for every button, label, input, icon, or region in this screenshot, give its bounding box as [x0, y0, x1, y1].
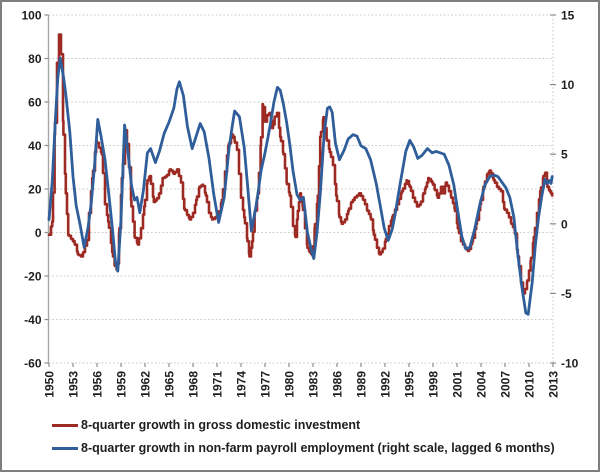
x-axis-label: 2001 — [451, 371, 465, 398]
x-axis-label: 1980 — [283, 371, 297, 398]
left-axis-label: 60 — [28, 96, 42, 110]
left-axis-label: -40 — [24, 313, 42, 327]
x-axis-label: 1959 — [115, 371, 129, 398]
legend-label-payroll: 8-quarter growth in non-farm payroll emp… — [81, 441, 555, 455]
legend-item-investment: 8-quarter growth in gross domestic inves… — [52, 417, 555, 433]
x-axis-label: 1989 — [355, 371, 369, 398]
x-axis-label: 2010 — [523, 371, 537, 398]
x-axis-label: 1992 — [379, 371, 393, 398]
left-axis-label: 0 — [35, 226, 42, 240]
x-axis-label: 1977 — [259, 371, 273, 398]
right-axis-label: 5 — [561, 148, 568, 162]
x-axis-label: 1956 — [91, 371, 105, 398]
series-payroll-line — [47, 56, 554, 316]
x-axis-label: 1971 — [211, 371, 225, 398]
right-axis-label: 0 — [561, 217, 568, 231]
left-axis-label: -20 — [24, 270, 42, 284]
right-axis-label: -10 — [561, 357, 579, 371]
series-investment-line — [47, 33, 554, 295]
x-axis-label: 1962 — [139, 371, 153, 398]
x-axis-label: 1974 — [235, 371, 249, 398]
legend-line-swatch-payroll — [52, 446, 78, 450]
x-axis-label: 1965 — [163, 371, 177, 398]
x-axis-label: 1986 — [331, 371, 345, 398]
legend: 8-quarter growth in gross domestic inves… — [52, 417, 555, 456]
left-axis-label: 20 — [28, 183, 42, 197]
x-axis-label: 1998 — [427, 371, 441, 398]
left-axis-label: 100 — [21, 9, 41, 23]
right-axis-label: -5 — [561, 287, 572, 301]
x-axis-label: 2007 — [499, 371, 513, 398]
right-axis-label: 15 — [561, 9, 575, 23]
x-axis-label: 2004 — [475, 371, 489, 398]
x-axis-label: 1968 — [187, 371, 201, 398]
x-axis-label: 1995 — [403, 371, 417, 398]
left-axis-label: -60 — [24, 357, 42, 371]
x-axis-label: 1983 — [307, 371, 321, 398]
x-axis-label: 2013 — [547, 371, 561, 398]
x-axis-label: 1950 — [43, 371, 57, 398]
legend-label-investment: 8-quarter growth in gross domestic inves… — [81, 418, 361, 432]
x-axis-label: 1953 — [67, 371, 81, 398]
legend-item-payroll: 8-quarter growth in non-farm payroll emp… — [52, 440, 555, 456]
right-axis-label: 10 — [561, 78, 575, 92]
left-axis-label: 80 — [28, 52, 42, 66]
legend-line-swatch-investment — [52, 423, 78, 427]
left-axis-label: 40 — [28, 139, 42, 153]
